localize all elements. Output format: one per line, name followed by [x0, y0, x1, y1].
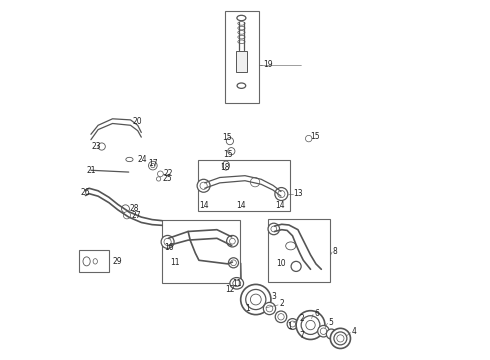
- Circle shape: [245, 289, 266, 310]
- Circle shape: [148, 161, 157, 170]
- Text: 10: 10: [276, 259, 286, 269]
- Text: 1: 1: [287, 322, 292, 331]
- Circle shape: [275, 188, 288, 201]
- Text: 2: 2: [280, 299, 284, 308]
- Circle shape: [250, 294, 261, 305]
- Circle shape: [164, 238, 171, 246]
- Circle shape: [226, 138, 233, 145]
- Text: 29: 29: [113, 257, 122, 266]
- Ellipse shape: [222, 161, 229, 170]
- Circle shape: [228, 148, 235, 155]
- Text: 7: 7: [300, 331, 305, 340]
- Circle shape: [268, 223, 280, 235]
- Circle shape: [263, 302, 275, 315]
- Circle shape: [228, 258, 239, 268]
- Circle shape: [197, 179, 210, 192]
- Circle shape: [296, 311, 325, 339]
- Circle shape: [305, 135, 312, 142]
- Circle shape: [229, 238, 235, 244]
- Circle shape: [231, 260, 236, 266]
- Text: 24: 24: [138, 155, 147, 164]
- Circle shape: [275, 311, 287, 323]
- Text: 15: 15: [223, 150, 233, 159]
- Circle shape: [291, 261, 301, 271]
- Text: 22: 22: [164, 168, 173, 178]
- Ellipse shape: [238, 26, 245, 30]
- Text: 14: 14: [236, 202, 246, 210]
- Text: 23: 23: [92, 142, 101, 151]
- Circle shape: [278, 190, 285, 198]
- Circle shape: [227, 235, 238, 247]
- Bar: [269, 219, 330, 282]
- Text: 15: 15: [311, 132, 320, 141]
- Text: 28: 28: [130, 204, 139, 212]
- Circle shape: [157, 171, 163, 177]
- Text: 18: 18: [220, 163, 230, 172]
- Ellipse shape: [237, 83, 245, 89]
- Circle shape: [330, 328, 350, 348]
- Circle shape: [326, 329, 337, 339]
- Circle shape: [161, 235, 174, 248]
- Ellipse shape: [238, 31, 245, 34]
- Circle shape: [250, 177, 260, 187]
- Text: 2: 2: [299, 314, 304, 323]
- Text: 14: 14: [199, 202, 209, 210]
- Text: 17: 17: [148, 158, 158, 168]
- Text: 12: 12: [225, 285, 235, 294]
- Circle shape: [278, 314, 284, 320]
- Circle shape: [301, 316, 320, 334]
- Ellipse shape: [237, 15, 246, 21]
- Circle shape: [122, 205, 129, 213]
- Circle shape: [320, 328, 327, 334]
- Ellipse shape: [126, 157, 133, 162]
- Ellipse shape: [286, 242, 296, 250]
- Circle shape: [318, 325, 329, 337]
- Ellipse shape: [230, 278, 244, 289]
- Circle shape: [337, 335, 344, 342]
- Text: 6: 6: [314, 309, 319, 318]
- Text: 25: 25: [162, 175, 172, 184]
- Bar: [162, 220, 240, 283]
- Bar: [79, 250, 109, 272]
- Bar: [198, 160, 290, 211]
- Text: 16: 16: [164, 243, 174, 252]
- Circle shape: [334, 332, 347, 345]
- Ellipse shape: [238, 35, 245, 39]
- Ellipse shape: [83, 257, 90, 266]
- Circle shape: [290, 321, 295, 327]
- Ellipse shape: [238, 40, 245, 44]
- Ellipse shape: [238, 22, 245, 25]
- Circle shape: [241, 284, 271, 315]
- Text: 26: 26: [81, 188, 91, 197]
- Circle shape: [287, 319, 298, 329]
- Text: 8: 8: [333, 248, 338, 256]
- Circle shape: [271, 226, 277, 232]
- Text: 4: 4: [352, 327, 357, 336]
- Circle shape: [266, 305, 273, 312]
- Circle shape: [156, 177, 161, 181]
- Text: 13: 13: [293, 189, 303, 198]
- Text: 27: 27: [131, 211, 141, 220]
- Text: 14: 14: [275, 202, 285, 210]
- Circle shape: [151, 163, 155, 168]
- Text: 11: 11: [232, 279, 242, 288]
- Text: 20: 20: [132, 117, 142, 126]
- Circle shape: [123, 212, 130, 219]
- Circle shape: [200, 182, 207, 189]
- Circle shape: [98, 143, 105, 150]
- Text: 21: 21: [87, 166, 96, 175]
- Ellipse shape: [93, 258, 98, 264]
- Circle shape: [306, 320, 315, 330]
- Bar: [225, 11, 259, 103]
- Text: 5: 5: [328, 318, 333, 327]
- Text: 11: 11: [171, 258, 180, 266]
- Text: 15: 15: [222, 133, 232, 142]
- Text: 19: 19: [263, 60, 272, 69]
- Bar: [236, 51, 247, 72]
- Text: 1: 1: [245, 304, 250, 313]
- Ellipse shape: [233, 280, 241, 287]
- Text: 3: 3: [271, 292, 276, 301]
